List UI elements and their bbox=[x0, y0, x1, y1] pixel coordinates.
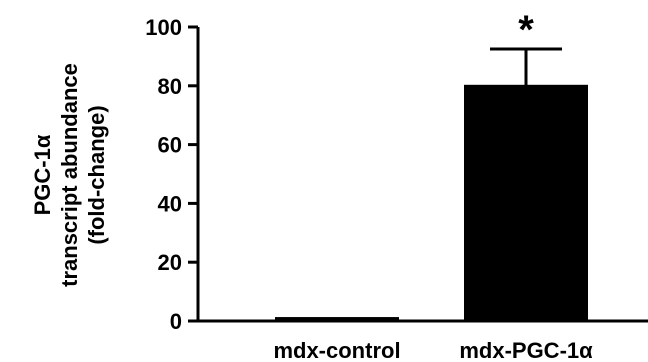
y-tick-label: 60 bbox=[158, 133, 182, 158]
y-tick-label: 0 bbox=[170, 309, 182, 334]
x-tick-label: mdx-control bbox=[273, 338, 400, 362]
bar-mdx-control bbox=[275, 317, 399, 322]
y-axis-label: PGC-1α transcript abundance (fold-change… bbox=[30, 63, 109, 287]
y-tick-label: 80 bbox=[158, 74, 182, 99]
plot-area: 0 20 40 60 80 100 mdx-control mdx-PGC-1α * bbox=[145, 8, 648, 362]
y-tick-label: 40 bbox=[158, 191, 182, 216]
y-tick-label: 20 bbox=[158, 250, 182, 275]
y-axis-label-line-3: (fold-change) bbox=[84, 105, 109, 244]
bar-mdx-PGC-1α bbox=[464, 84, 588, 322]
y-tick-label: 100 bbox=[145, 15, 182, 40]
significance-asterisk: * bbox=[518, 8, 534, 52]
y-axis-label-line-2: transcript abundance bbox=[57, 63, 82, 287]
y-axis-label-line-1: PGC-1α bbox=[30, 134, 55, 215]
x-tick-label: mdx-PGC-1α bbox=[459, 338, 593, 362]
